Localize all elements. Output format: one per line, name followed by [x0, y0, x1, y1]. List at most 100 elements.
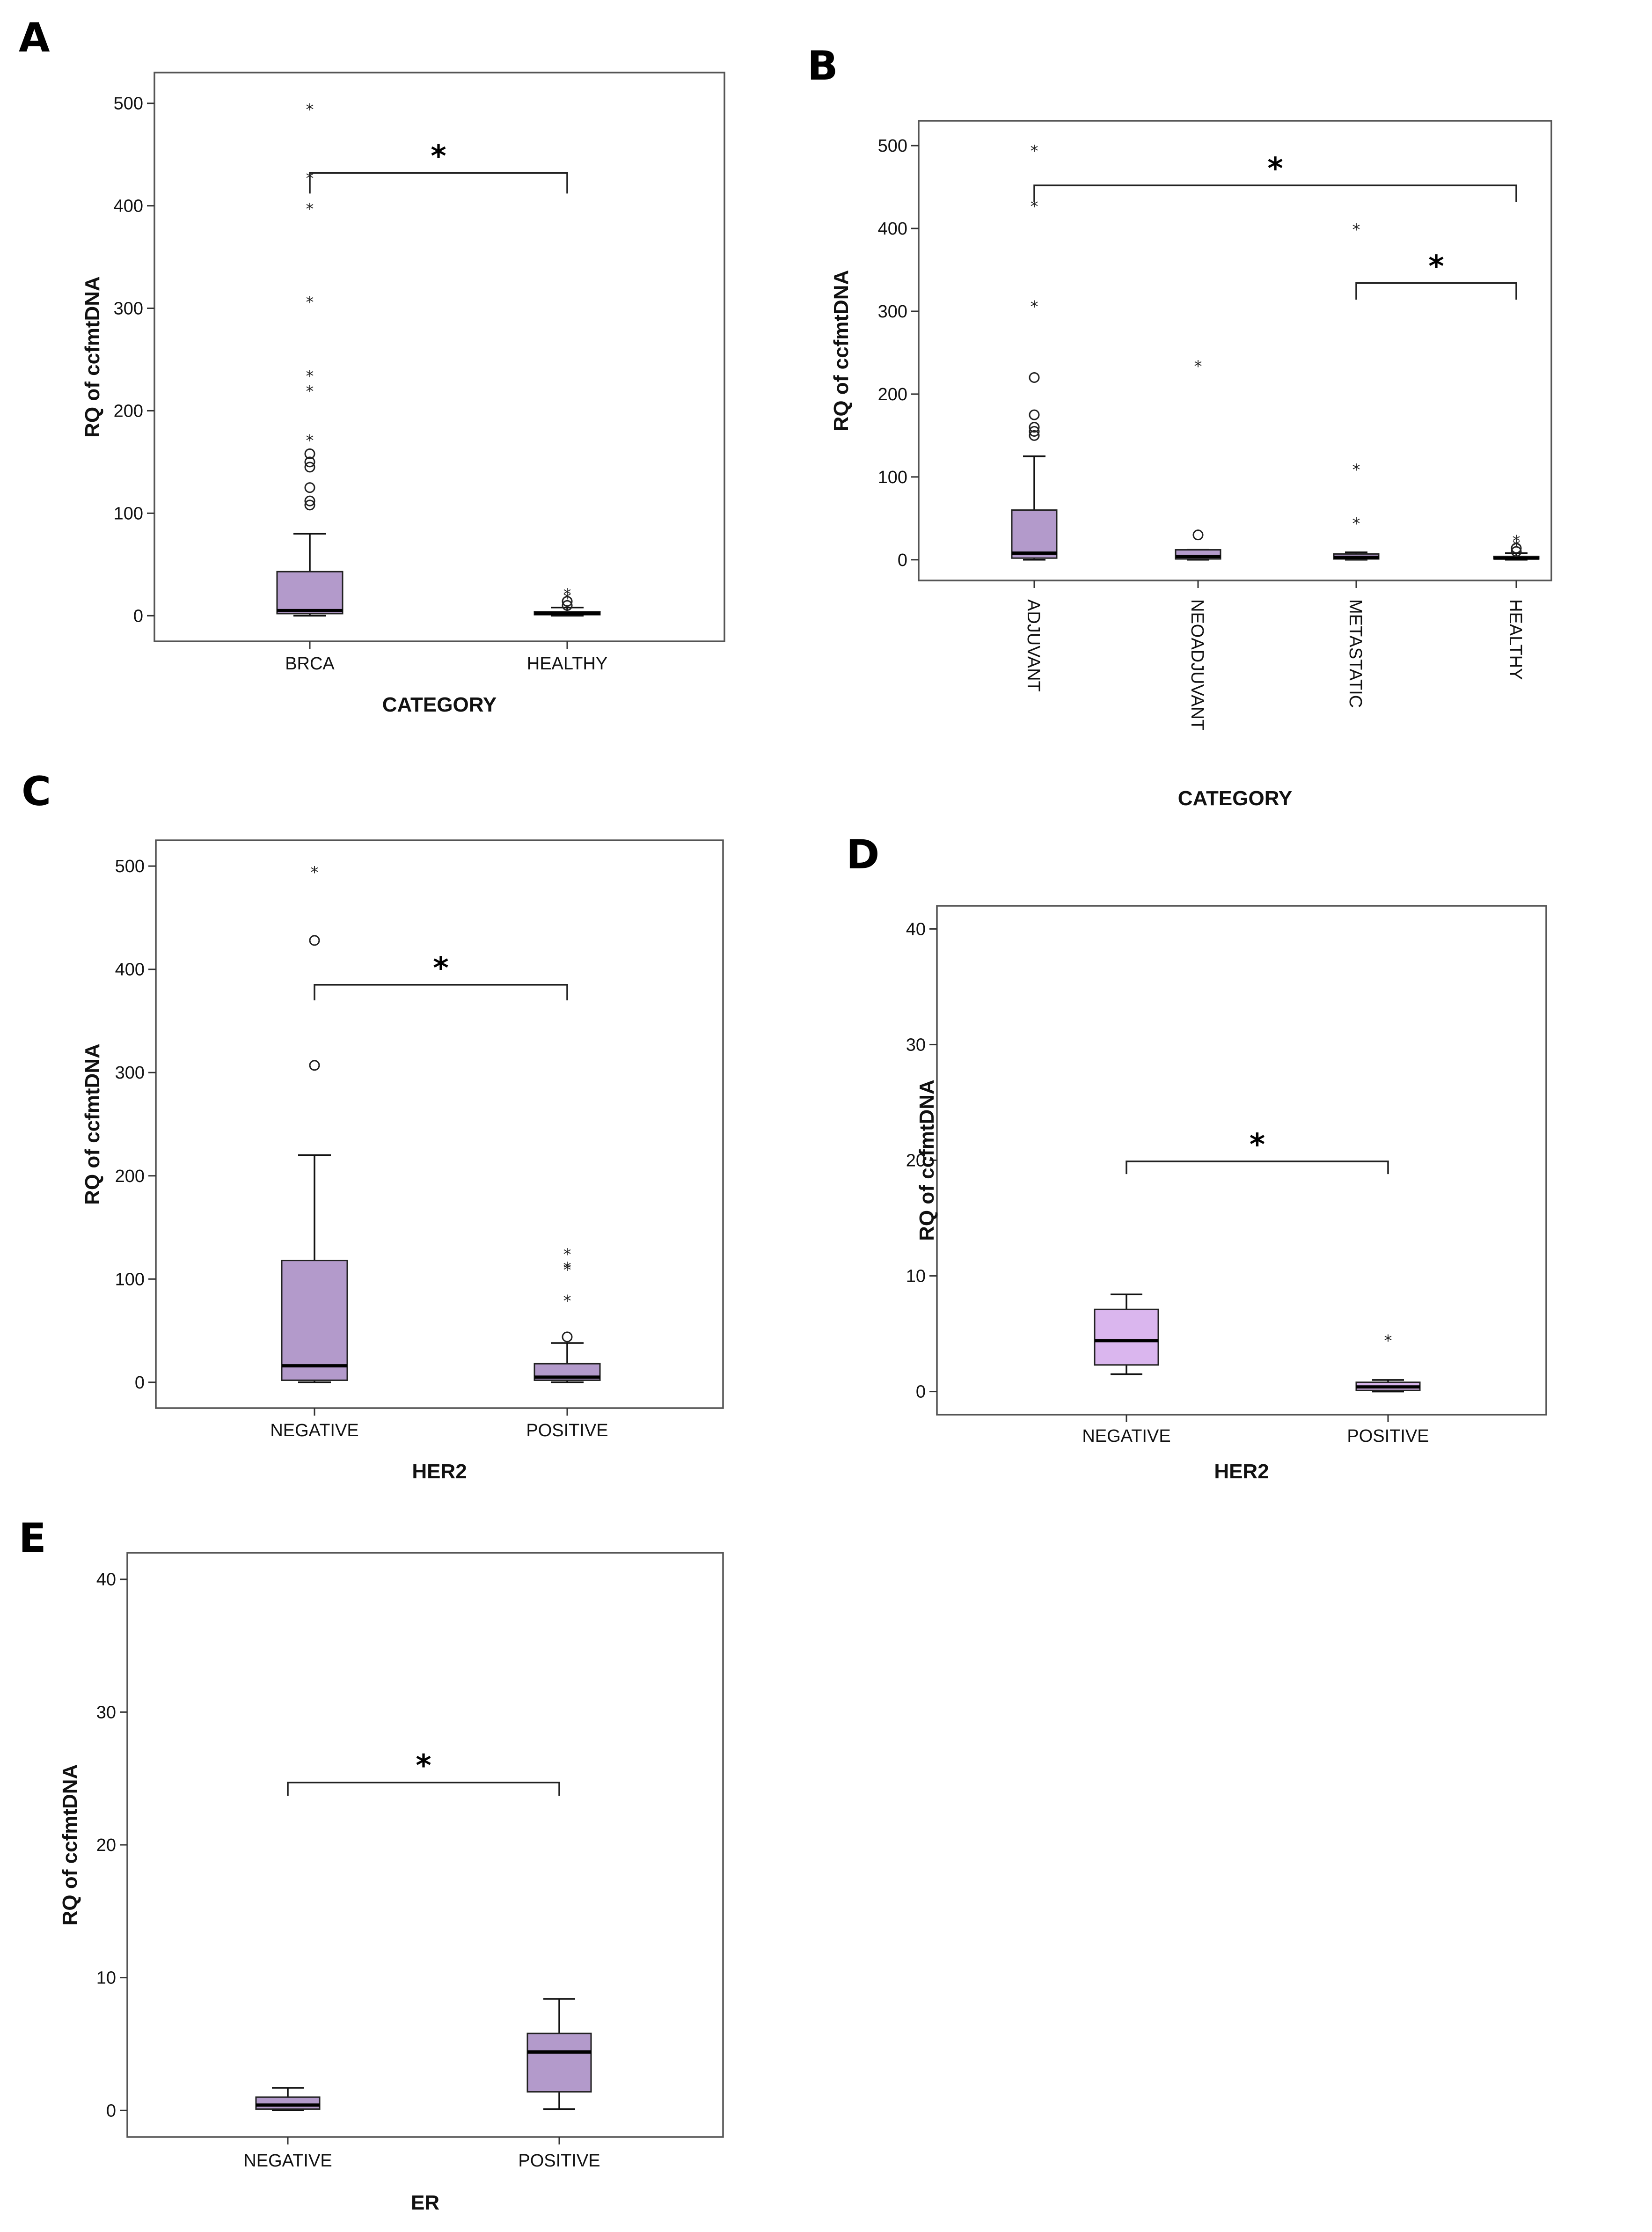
panel-a-significance-star: *: [431, 140, 446, 174]
panel-a-ytick-label: 0: [133, 606, 143, 626]
panel-b-outlier-star: *: [1031, 197, 1038, 216]
panel-c-plot-frame: [155, 839, 724, 1409]
panel-b-outlier-circle: [1192, 529, 1204, 541]
panel-b-category-label: METASTATIC: [1345, 599, 1365, 708]
panel-e-ytick-label: 30: [96, 1703, 116, 1722]
panel-a-outlier-circle: [304, 495, 315, 507]
panel-a-outlier-circle: [562, 596, 573, 607]
panel-a-outlier-circle: [304, 499, 315, 511]
panel-b-outlier-circle: [1029, 422, 1040, 433]
panel-b-significance-star: *: [1267, 152, 1283, 186]
panel-d-ytick-label: 30: [906, 1035, 926, 1055]
panel-b-outlier-circle: [1029, 372, 1040, 383]
panel-d-y-axis-title: RQ of ccfmtDNA: [915, 1079, 938, 1241]
panel-c-outlier-star: *: [563, 1292, 571, 1310]
panel-c-ytick-label: 500: [115, 857, 145, 876]
panel-b-outlier-star: *: [1352, 514, 1360, 533]
panel-b-outlier-star: *: [1031, 142, 1038, 161]
panel-a-category-label: BRCA: [285, 654, 335, 674]
panel-a-outlier-star: *: [306, 367, 314, 386]
panel-c-y-axis-title: RQ of ccfmtDNA: [81, 1043, 104, 1205]
panel-b-ytick-label: 0: [898, 551, 907, 570]
panel-c-ytick-label: 400: [115, 960, 145, 980]
panel-b-ytick-label: 400: [878, 219, 907, 239]
panel-b-outlier-star: *: [1513, 532, 1520, 551]
panel-e-significance-bracket: [287, 1781, 560, 1796]
panel-d-category-label: NEGATIVE: [1082, 1426, 1170, 1446]
panel-a-outlier-circle: [304, 448, 315, 459]
panel-a-outlier-circle: [304, 482, 315, 493]
panel-b-outlier-star: *: [1352, 461, 1360, 479]
panel-a-significance-bracket: [309, 172, 568, 194]
panel-b-ytick-label: 200: [878, 385, 907, 404]
panel-b-plot-frame: [918, 120, 1552, 581]
panel-c-significance-bracket: [314, 984, 568, 1000]
panel-e-category-label: POSITIVE: [518, 2151, 600, 2171]
panel-b-ytick-label: 300: [878, 302, 907, 322]
panel-e-label: E: [19, 1515, 46, 1562]
panel-a-outlier-star: *: [563, 585, 571, 604]
panel-c-outlier-star: *: [563, 1261, 571, 1279]
panel-d-box-negative: [1094, 1308, 1159, 1366]
panel-a-outlier-circle: [562, 600, 573, 611]
panel-b-box-adjuvant: [1011, 509, 1058, 559]
panel-b-significance-bracket: [1355, 282, 1517, 300]
panel-a-outlier-star: *: [563, 589, 571, 608]
panel-e-box-negative: [255, 2096, 321, 2110]
panel-b-outlier-circle: [1029, 426, 1040, 437]
panel-c-outlier-circle: [309, 935, 320, 946]
panel-d-significance-bracket: [1126, 1160, 1389, 1175]
panel-c-significance-star: *: [433, 951, 448, 986]
panel-c-outlier-circle: [562, 1331, 573, 1343]
panel-b-y-axis-title: RQ of ccfmtDNA: [830, 270, 853, 432]
panel-e-ytick-label: 40: [96, 1570, 116, 1590]
panel-d-significance-star: *: [1250, 1128, 1265, 1162]
panel-a-outlier-star: *: [306, 101, 314, 119]
panel-a-ytick-label: 400: [114, 197, 143, 216]
panel-b-outlier-circle: [1029, 409, 1040, 420]
panel-e-box-positive: [526, 2033, 592, 2093]
panel-e-plot-frame: [126, 1552, 724, 2138]
panel-d-ytick-label: 20: [906, 1151, 926, 1171]
panel-c-ytick-label: 100: [115, 1270, 145, 1289]
panel-a-outlier-circle: [304, 456, 315, 468]
panel-c-outlier-circle: [309, 1060, 320, 1071]
panel-c-outlier-star: *: [563, 1245, 571, 1264]
panel-b-outlier-star: *: [1513, 537, 1520, 556]
panel-a-outlier-star: *: [306, 432, 314, 450]
panel-a-outlier-star: *: [306, 293, 314, 312]
panel-a-label: A: [19, 15, 50, 61]
panel-d-x-axis-title: HER2: [1214, 1460, 1269, 1483]
panel-b-outlier-circle: [1511, 546, 1522, 557]
panel-b-category-label: HEALTHY: [1506, 599, 1525, 680]
panel-b-significance-star: *: [1428, 250, 1444, 284]
panel-a-outlier-star: *: [306, 200, 314, 219]
panel-d-ytick-label: 0: [916, 1382, 926, 1402]
panel-e-ytick-label: 20: [96, 1836, 116, 1855]
panel-a-y-axis-title: RQ of ccfmtDNA: [81, 276, 104, 438]
panel-c-x-axis-title: HER2: [412, 1460, 467, 1483]
panel-e-category-label: NEGATIVE: [243, 2151, 332, 2171]
panel-c-ytick-label: 200: [115, 1167, 145, 1186]
panel-b-x-axis-title: CATEGORY: [1178, 787, 1292, 810]
panel-c-ytick-label: 0: [135, 1373, 145, 1393]
panel-a-box-brca: [276, 571, 344, 615]
panel-e-x-axis-title: ER: [411, 2191, 439, 2214]
panel-a-plot-frame: [154, 72, 725, 642]
panel-c-category-label: NEGATIVE: [270, 1421, 358, 1440]
panel-b-significance-bracket: [1033, 184, 1517, 202]
panel-a-category-label: HEALTHY: [527, 654, 607, 674]
panel-a-outlier-star: *: [306, 382, 314, 401]
panel-b-outlier-star: *: [1352, 220, 1360, 239]
panel-b-label: B: [807, 43, 838, 89]
panel-d-ytick-label: 40: [906, 919, 926, 939]
panel-d-label: D: [846, 831, 879, 878]
panel-b-outlier-star: *: [1031, 298, 1038, 316]
panel-c-outlier-star: *: [563, 1259, 571, 1278]
panel-b-ytick-label: 500: [878, 136, 907, 156]
panel-c-outlier-star: *: [311, 863, 319, 882]
panel-a-ytick-label: 100: [114, 504, 143, 523]
panel-c-ytick-label: 300: [115, 1063, 145, 1083]
panel-e-significance-star: *: [416, 1749, 431, 1784]
